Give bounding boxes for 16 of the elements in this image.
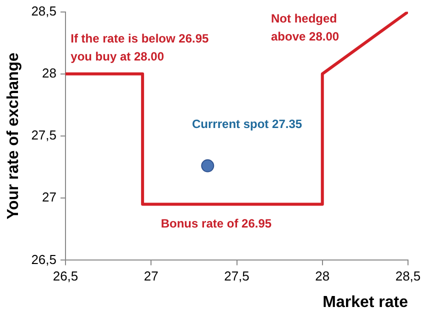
x-tick-label: 27,5	[224, 268, 250, 284]
annotation: If the rate is below 26.95 you buy at 28.00	[70, 31, 210, 64]
x-tick-label: 28	[315, 268, 330, 284]
y-tick-label: 27,5	[31, 128, 56, 143]
annotation: Currrent spot 27.35	[192, 117, 302, 132]
x-tick-label: 26,5	[52, 268, 78, 284]
y-axis-title: Your rate of exchange	[5, 52, 22, 220]
y-tick-label: 27	[42, 190, 56, 205]
y-tick-label: 28,5	[31, 3, 56, 18]
x-tick-label: 27	[144, 268, 158, 284]
annotation: Not hedged above 28.00	[271, 12, 340, 44]
annotation: Bonus rate of 26.95	[160, 216, 272, 230]
x-tick-label: 28,5	[395, 268, 421, 284]
x-axis-title: Market rate	[322, 294, 408, 311]
y-tick-label: 28	[42, 65, 56, 80]
y-tick-label: 26,5	[31, 252, 56, 267]
